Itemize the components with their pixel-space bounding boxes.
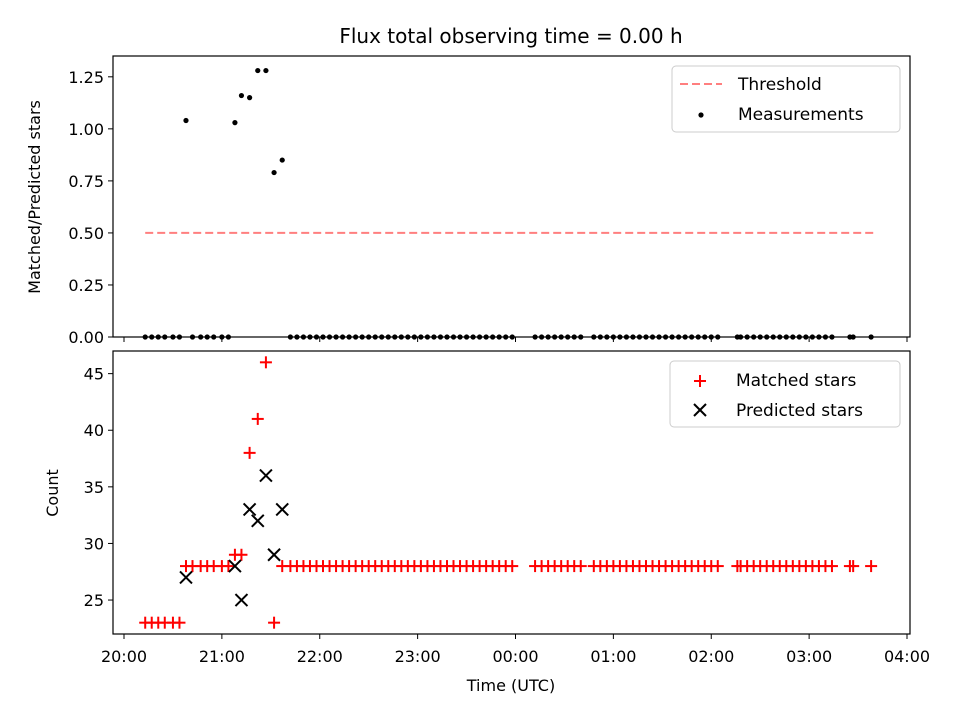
bottom-x-tick-label: 04:00 (884, 647, 930, 666)
bottom-axes-frame (112, 350, 911, 635)
top-legend: Threshold Measurements (671, 65, 901, 133)
measurement-point (238, 92, 245, 99)
top-y-tick-label: 1.25 (68, 68, 104, 87)
bottom-x-tick-label: 01:00 (590, 647, 636, 666)
bottom-x-axis-label: Time (UTC) (466, 676, 555, 695)
measurement-point (247, 95, 253, 101)
matched-star-point (711, 560, 724, 573)
top-y-tick-label: 1.00 (68, 120, 104, 139)
legend-predicted-label: Predicted stars (736, 401, 863, 421)
top-tick-marks: 0.00 0.25 0.50 0.75 1.00 1.25 (68, 68, 908, 347)
top-y-tick-label: 0.75 (68, 172, 104, 191)
bottom-y-tick-label: 25 (84, 591, 104, 610)
measurement-point (263, 67, 269, 74)
matched-star-point (825, 560, 838, 573)
matched-star-point (235, 548, 248, 561)
predicted-star-point (228, 559, 242, 573)
top-panel: Flux total observing time = 0.00 h Match… (25, 24, 911, 347)
bottom-y-axis-label: Count (43, 469, 62, 517)
matched-star-point (268, 616, 281, 629)
predicted-star-point (179, 570, 193, 585)
matched-star-point (173, 616, 186, 629)
bottom-panel: Count Time (UTC) 25 30 35 40 45 20:00 21:00 22:… (43, 350, 930, 695)
top-axes-frame (112, 55, 911, 338)
measurement-point (232, 120, 238, 126)
predicted-star-point (267, 548, 281, 562)
measurement-point (183, 117, 189, 124)
predicted-star-point (234, 593, 249, 607)
top-y-tick-label: 0.50 (68, 224, 104, 243)
bottom-y-tick-label: 30 (84, 534, 104, 553)
bottom-legend-frame (669, 360, 901, 428)
bottom-x-tick-label: 03:00 (786, 647, 832, 666)
matched-star-point (506, 560, 519, 573)
matched-star-point (847, 560, 860, 573)
bottom-x-tick-label: 02:00 (688, 647, 734, 666)
measurement-point (255, 67, 261, 74)
bottom-x-tick-label: 22:00 (297, 647, 343, 666)
matched-star-point (259, 356, 272, 369)
bottom-tick-marks: 25 30 35 40 45 20:00 21:00 22:00 23:00 00:00 01:00… (84, 365, 930, 666)
matched-star-point (574, 560, 587, 573)
bottom-x-tick-label: 20:00 (101, 647, 147, 666)
bottom-plot-area (139, 356, 878, 629)
bottom-x-tick-label: 00:00 (492, 647, 538, 666)
predicted-star-point (259, 468, 273, 483)
predicted-star-point (242, 502, 257, 517)
top-plot-area (142, 67, 875, 340)
bottom-y-tick-label: 45 (84, 365, 104, 384)
predicted-star-point (275, 502, 289, 517)
bottom-x-tick-label: 21:00 (199, 647, 245, 666)
predicted-star-point (251, 514, 265, 528)
matched-star-point (865, 560, 878, 573)
top-y-tick-label: 0.25 (68, 276, 104, 295)
top-chart-title: Flux total observing time = 0.00 h (339, 24, 682, 48)
bottom-y-tick-label: 35 (84, 478, 104, 497)
legend-predicted-swatch (693, 403, 707, 417)
bottom-legend: Matched stars Predicted stars (669, 360, 901, 428)
measurement-point (271, 169, 277, 176)
legend-threshold-label: Threshold (737, 75, 822, 95)
bottom-y-tick-label: 40 (84, 421, 104, 440)
matched-star-point (222, 560, 235, 573)
matched-star-point (243, 446, 256, 459)
top-y-tick-label: 0.00 (68, 328, 104, 347)
top-y-axis-label: Matched/Predicted stars (25, 100, 44, 294)
legend-matched-swatch (694, 375, 706, 387)
top-legend-frame (671, 65, 901, 133)
measurement-point (279, 157, 285, 163)
bottom-x-tick-label: 23:00 (395, 647, 441, 666)
legend-measurements-swatch (698, 112, 704, 118)
matched-star-point (251, 412, 264, 425)
legend-measurements-label: Measurements (738, 105, 864, 125)
legend-matched-label: Matched stars (736, 371, 856, 391)
